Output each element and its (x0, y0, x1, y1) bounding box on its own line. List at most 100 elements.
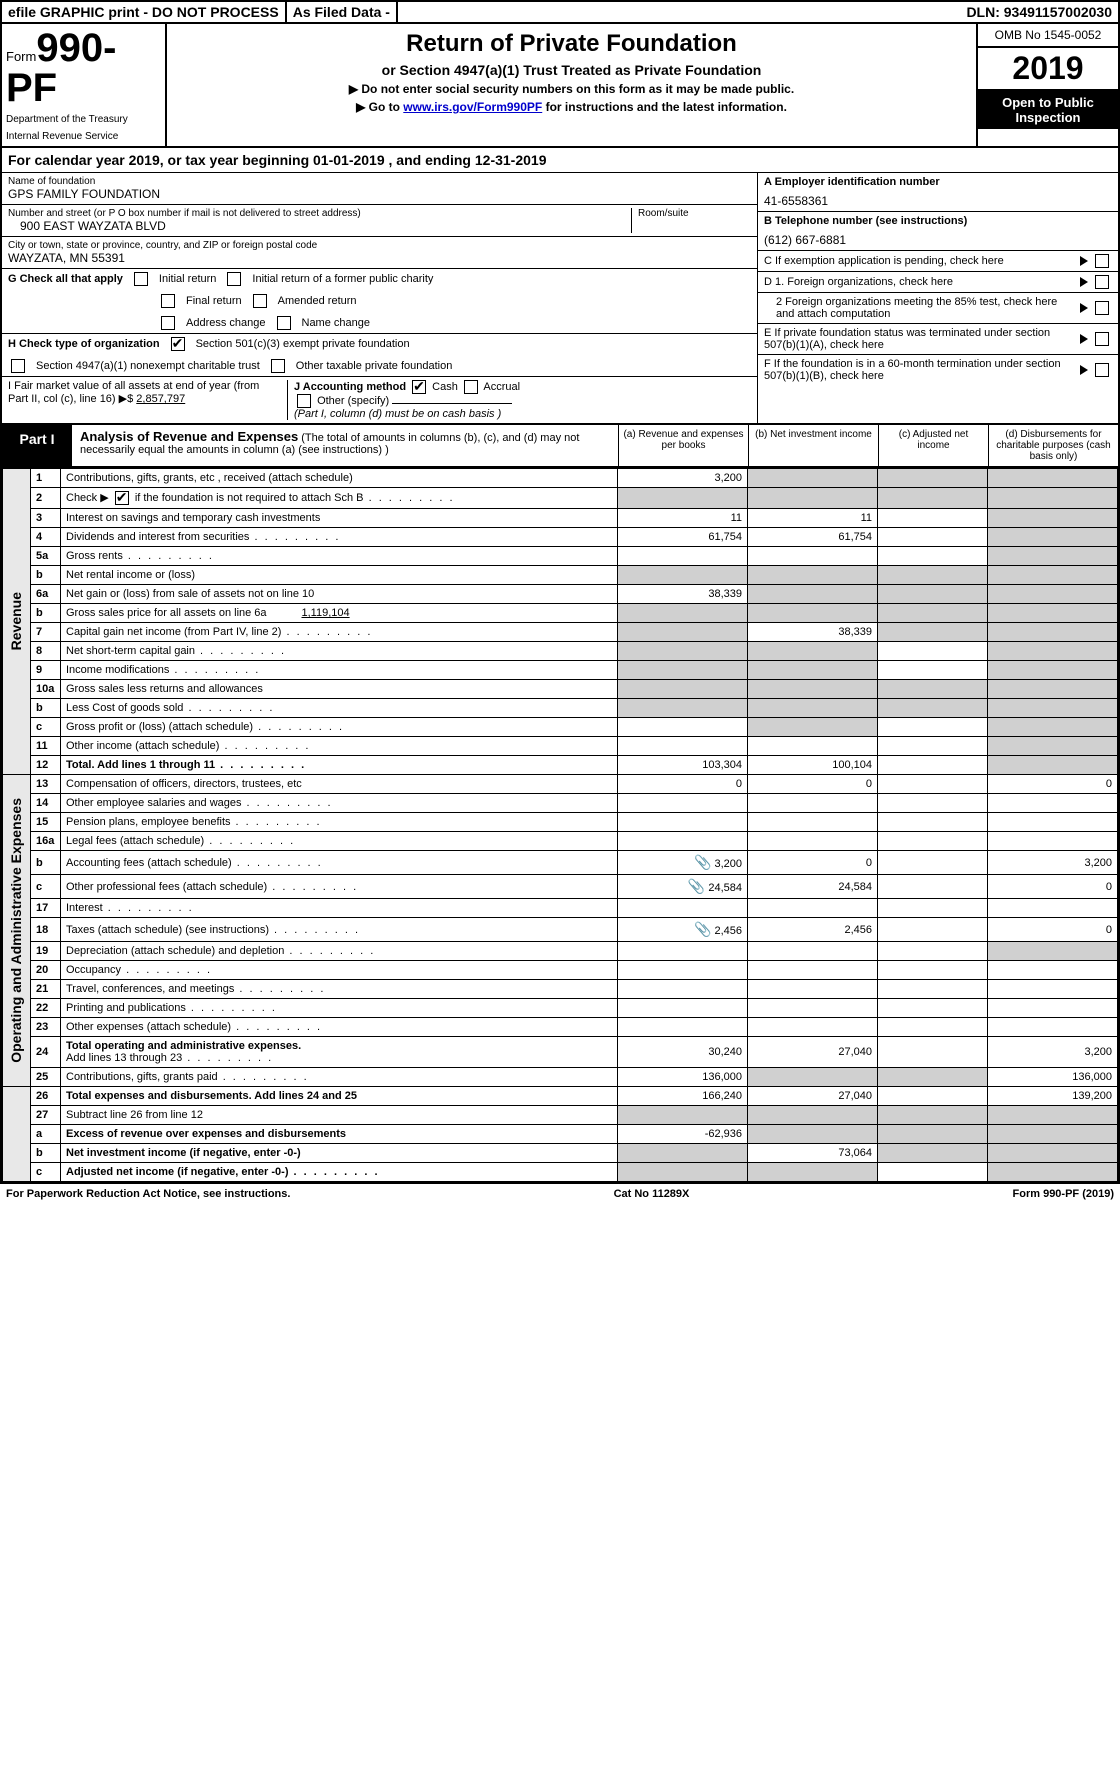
g-addr-change: Address change (186, 317, 266, 329)
part1-header: Part I Analysis of Revenue and Expenses … (2, 425, 1118, 468)
checkbox-amended[interactable] (253, 294, 267, 308)
table-row: cAdjusted net income (if negative, enter… (3, 1163, 1118, 1182)
arrow-icon (1080, 365, 1088, 375)
attachment-icon[interactable]: 📎 (688, 878, 705, 895)
e-label: E If private foundation status was termi… (764, 327, 1076, 351)
row-desc: Other employee salaries and wages (61, 794, 618, 813)
amt-b (748, 794, 878, 813)
row-desc: Occupancy (61, 961, 618, 980)
checkbox-other-taxable[interactable] (271, 359, 285, 373)
amt-d: 0 (988, 775, 1118, 794)
table-row: 21Travel, conferences, and meetings (3, 980, 1118, 999)
amt-a (618, 999, 748, 1018)
checkbox-e[interactable] (1095, 332, 1109, 346)
r21-desc: Travel, conferences, and meetings (66, 983, 234, 995)
table-row: 15Pension plans, employee benefits (3, 813, 1118, 832)
row-num: 23 (31, 1018, 61, 1037)
row-desc: Contributions, gifts, grants, etc , rece… (61, 469, 618, 488)
checkbox-501c3[interactable] (171, 337, 185, 351)
amt-a (618, 566, 748, 585)
row-desc: Dividends and interest from securities (61, 528, 618, 547)
amt-d (988, 642, 1118, 661)
col-b-header: (b) Net investment income (748, 425, 878, 466)
row-num: 19 (31, 942, 61, 961)
row-desc: Gross rents (61, 547, 618, 566)
checkbox-d1[interactable] (1095, 275, 1109, 289)
d1-row: D 1. Foreign organizations, check here (758, 272, 1118, 293)
footer: For Paperwork Reduction Act Notice, see … (0, 1184, 1120, 1204)
amt-a (618, 1163, 748, 1182)
r9-desc: Income modifications (66, 664, 169, 676)
amt-a: 0 (618, 775, 748, 794)
j-accrual: Accrual (483, 381, 520, 393)
checkbox-initial-former[interactable] (227, 272, 241, 286)
address-row: Number and street (or P O box number if … (2, 205, 757, 237)
amt-a (618, 604, 748, 623)
row-num: 8 (31, 642, 61, 661)
amt-c (878, 899, 988, 918)
row-num: 20 (31, 961, 61, 980)
amt-d (988, 585, 1118, 604)
checkbox-addr-change[interactable] (161, 316, 175, 330)
table-row: 22Printing and publications (3, 999, 1118, 1018)
checkbox-cash[interactable] (412, 380, 426, 394)
amt-a: 📎 3,200 (618, 851, 748, 875)
amt-c (878, 832, 988, 851)
table-row: 18Taxes (attach schedule) (see instructi… (3, 918, 1118, 942)
amt-d (988, 488, 1118, 509)
amt-a: 38,339 (618, 585, 748, 604)
irs-link[interactable]: www.irs.gov/Form990PF (403, 100, 542, 114)
checkbox-c[interactable] (1095, 254, 1109, 268)
table-row: 26Total expenses and disbursements. Add … (3, 1087, 1118, 1106)
amt-a: 📎 2,456 (618, 918, 748, 942)
table-row: Revenue 1Contributions, gifts, grants, e… (3, 469, 1118, 488)
right-header: OMB No 1545-0052 2019 Open to Public Ins… (978, 24, 1118, 146)
amt-d: 139,200 (988, 1087, 1118, 1106)
i-value: 2,857,797 (136, 393, 185, 405)
row-num: 27 (31, 1106, 61, 1125)
amt-b: 0 (748, 851, 878, 875)
checkbox-d2[interactable] (1095, 301, 1109, 315)
amt-b (748, 1106, 878, 1125)
ij-row: I Fair market value of all assets at end… (2, 377, 757, 423)
attachment-icon[interactable]: 📎 (694, 921, 711, 938)
j-other: Other (specify) (317, 395, 389, 407)
table-row: cGross profit or (loss) (attach schedule… (3, 718, 1118, 737)
amt-b (748, 1163, 878, 1182)
amt-c (878, 642, 988, 661)
checkbox-accrual[interactable] (464, 380, 478, 394)
h-opt1: Section 501(c)(3) exempt private foundat… (196, 338, 410, 350)
checkbox-f[interactable] (1095, 363, 1109, 377)
addr-label: Number and street (or P O box number if … (8, 208, 631, 219)
checkbox-initial[interactable] (134, 272, 148, 286)
checkbox-other-method[interactable] (297, 394, 311, 408)
amt-c (878, 1087, 988, 1106)
amt-b (748, 718, 878, 737)
row-num: c (31, 875, 61, 899)
amt-a (618, 737, 748, 756)
attachment-icon[interactable]: 📎 (694, 854, 711, 871)
revenue-side-label: Revenue (8, 592, 24, 650)
c-label: C If exemption application is pending, c… (764, 255, 1076, 267)
row-desc: Depreciation (attach schedule) and deple… (61, 942, 618, 961)
row-num: a (31, 1125, 61, 1144)
row-desc: Total operating and administrative expen… (61, 1037, 618, 1068)
row-num: 15 (31, 813, 61, 832)
row-desc: Net short-term capital gain (61, 642, 618, 661)
amt-c (878, 623, 988, 642)
checkbox-schb[interactable] (115, 491, 129, 505)
row-num: b (31, 1144, 61, 1163)
phone-label: B Telephone number (see instructions) (764, 215, 967, 227)
row-num: c (31, 718, 61, 737)
efile-notice: efile GRAPHIC print - DO NOT PROCESS (2, 2, 287, 22)
checkbox-4947[interactable] (11, 359, 25, 373)
amt-b (748, 699, 878, 718)
r5a-desc: Gross rents (66, 550, 123, 562)
checkbox-final[interactable] (161, 294, 175, 308)
amt-b: 61,754 (748, 528, 878, 547)
amt-a: 103,304 (618, 756, 748, 775)
checkbox-name-change[interactable] (277, 316, 291, 330)
part1-label: Part I (2, 425, 72, 466)
row-desc: Other professional fees (attach schedule… (61, 875, 618, 899)
amt-a (618, 699, 748, 718)
